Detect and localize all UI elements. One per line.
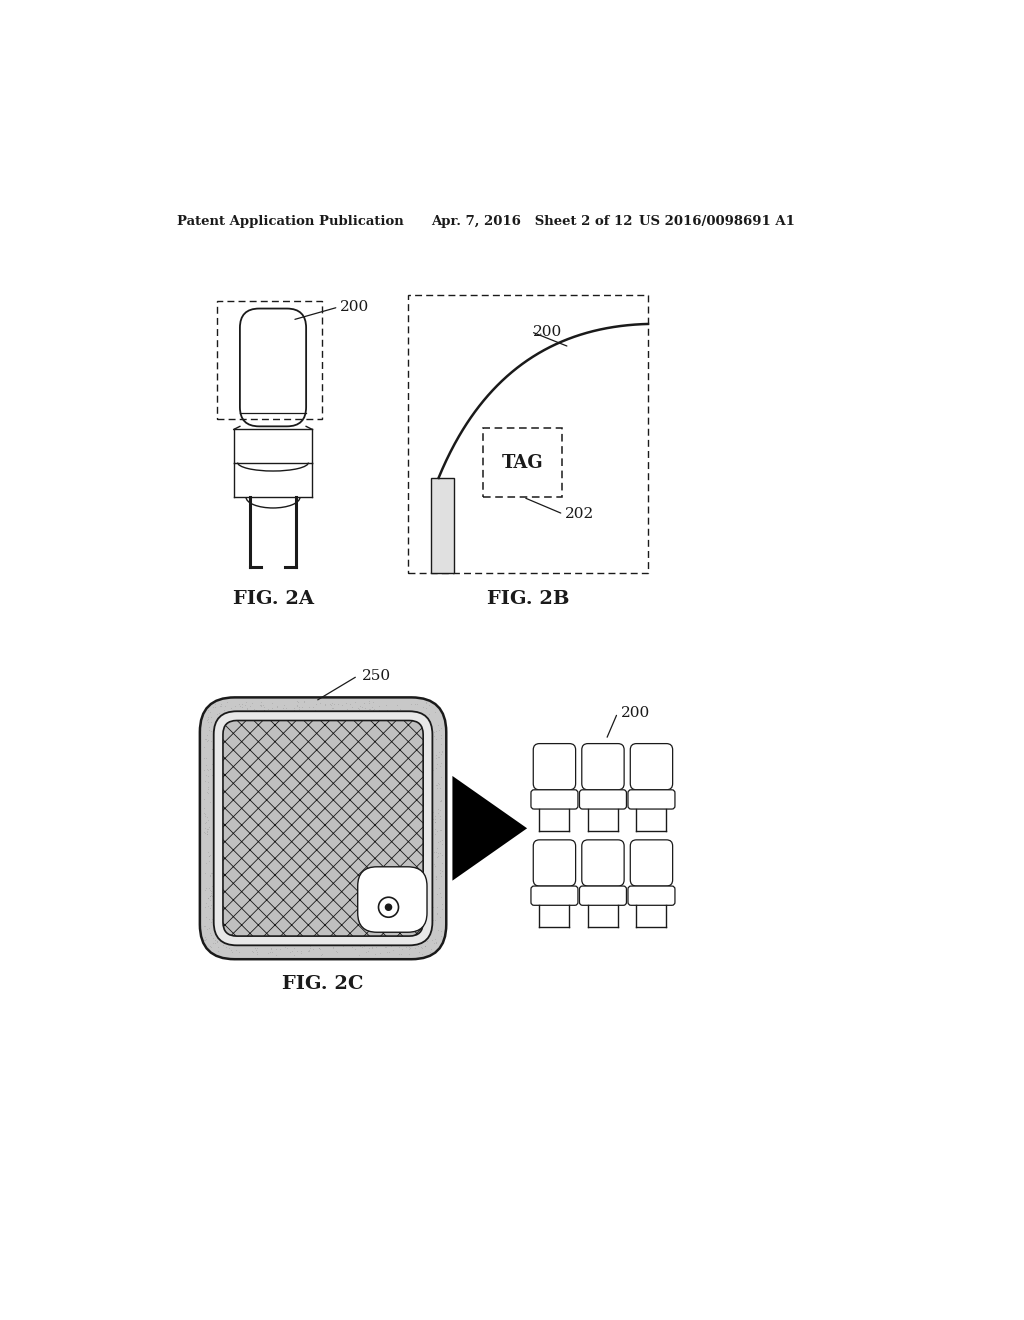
Bar [483, 428, 562, 498]
Polygon shape [453, 776, 527, 880]
FancyBboxPatch shape [628, 789, 675, 809]
Text: 200: 200 [622, 706, 650, 719]
Text: 250: 250 [361, 669, 391, 682]
Text: US 2016/0098691 A1: US 2016/0098691 A1 [639, 215, 795, 228]
FancyBboxPatch shape [580, 789, 627, 809]
Circle shape [379, 898, 398, 917]
Text: Patent Application Publication: Patent Application Publication [177, 215, 403, 228]
Text: 200: 200 [340, 300, 370, 314]
Text: FIG. 2B: FIG. 2B [486, 590, 569, 607]
FancyBboxPatch shape [628, 886, 675, 906]
FancyBboxPatch shape [534, 840, 575, 886]
FancyBboxPatch shape [582, 840, 625, 886]
FancyBboxPatch shape [631, 743, 673, 789]
Bar [217, 301, 322, 418]
Circle shape [385, 904, 391, 911]
FancyBboxPatch shape [200, 697, 446, 960]
Text: FIG. 2C: FIG. 2C [283, 975, 364, 993]
FancyBboxPatch shape [534, 743, 575, 789]
Text: FIG. 2A: FIG. 2A [232, 590, 313, 607]
FancyBboxPatch shape [357, 867, 427, 932]
FancyBboxPatch shape [531, 886, 578, 906]
Text: 200: 200 [532, 325, 562, 339]
FancyBboxPatch shape [582, 743, 625, 789]
Bar [431, 478, 454, 573]
Bar [408, 296, 648, 573]
FancyBboxPatch shape [214, 711, 432, 945]
FancyBboxPatch shape [631, 840, 673, 886]
FancyBboxPatch shape [223, 721, 423, 936]
Text: Apr. 7, 2016   Sheet 2 of 12: Apr. 7, 2016 Sheet 2 of 12 [431, 215, 633, 228]
FancyBboxPatch shape [580, 886, 627, 906]
Text: 202: 202 [565, 507, 594, 521]
FancyBboxPatch shape [531, 789, 578, 809]
Text: TAG: TAG [502, 454, 544, 471]
